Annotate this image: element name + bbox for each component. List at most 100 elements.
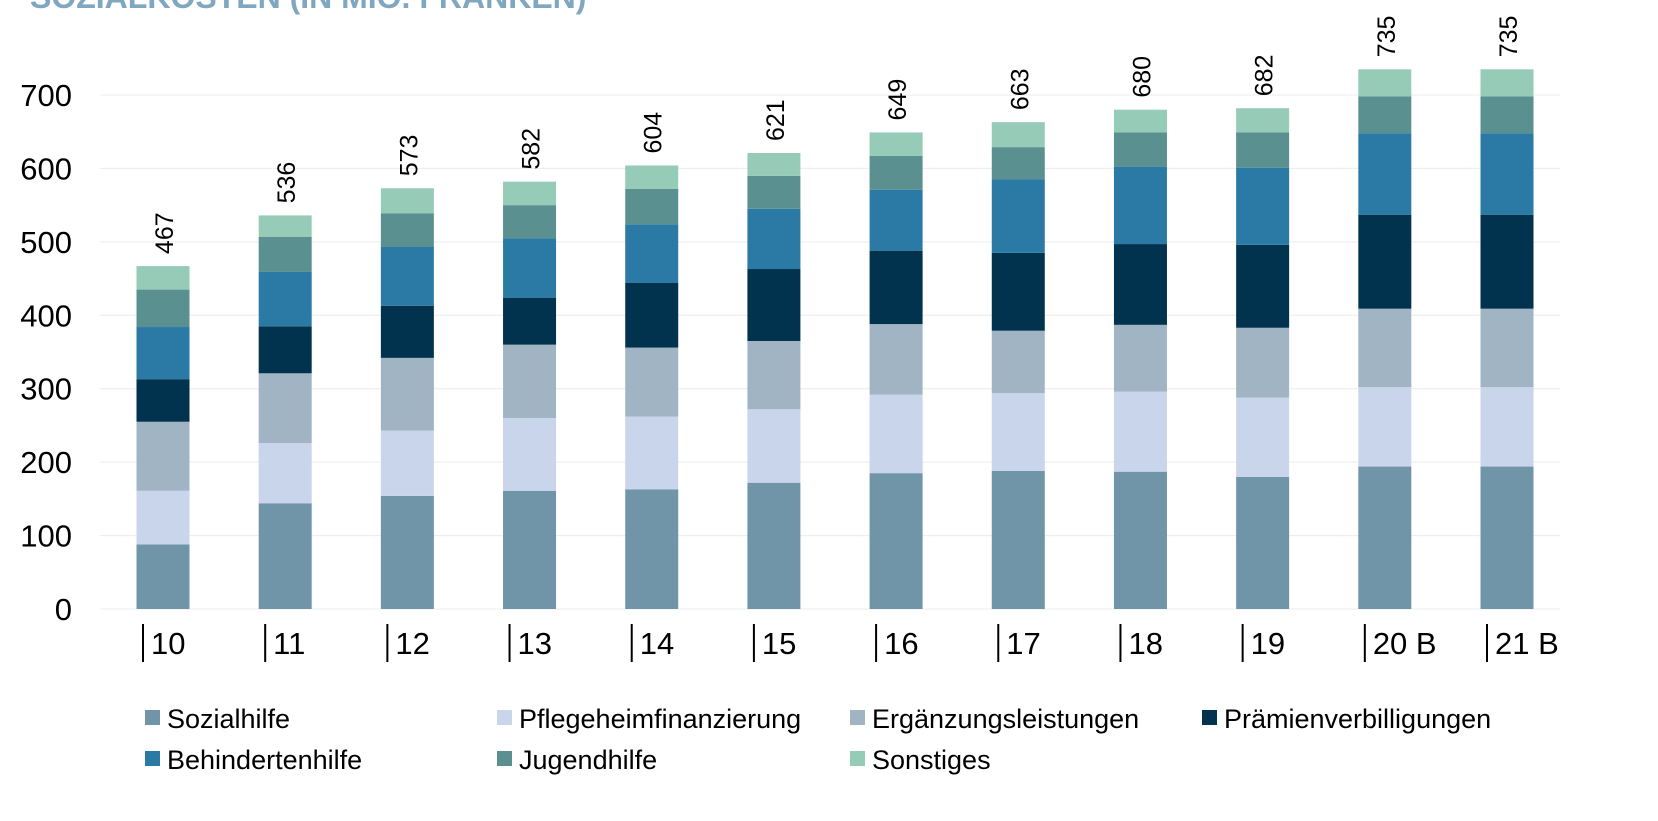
bar-segment bbox=[258, 443, 312, 504]
bar-segment bbox=[503, 490, 557, 609]
x-tick-label: 17 bbox=[1006, 626, 1040, 661]
bar-segment bbox=[869, 189, 923, 251]
x-tick-label: 14 bbox=[640, 626, 674, 661]
y-tick-label: 400 bbox=[20, 298, 72, 333]
bar-segment bbox=[1480, 133, 1534, 215]
legend-swatch bbox=[850, 710, 865, 725]
bar-segment bbox=[503, 181, 557, 206]
bar-segment bbox=[1236, 167, 1290, 245]
legend-label: Jugendhilfe bbox=[519, 745, 657, 775]
bar-segment bbox=[1358, 387, 1412, 467]
bar-segment bbox=[1480, 308, 1534, 388]
y-tick-label: 100 bbox=[20, 519, 72, 554]
bar-segment bbox=[991, 252, 1045, 331]
bar-segment bbox=[1236, 327, 1290, 398]
bar-segment bbox=[869, 394, 923, 474]
bar-segment bbox=[503, 418, 557, 491]
bar-segment bbox=[869, 250, 923, 325]
bar-segment bbox=[258, 271, 312, 327]
total-label: 735 bbox=[1373, 16, 1401, 58]
bar-segment bbox=[380, 213, 434, 247]
bar-segment bbox=[991, 179, 1045, 253]
bar-segment bbox=[503, 205, 557, 239]
bar-segment bbox=[503, 238, 557, 298]
legend-swatch bbox=[145, 710, 160, 725]
bar-segment bbox=[1358, 69, 1412, 97]
bar-segment bbox=[380, 305, 434, 358]
x-tick-label: 15 bbox=[762, 626, 796, 661]
legend-swatch bbox=[850, 751, 865, 766]
bar-segment bbox=[1480, 69, 1534, 97]
y-tick-label: 600 bbox=[20, 151, 72, 186]
bar-segment bbox=[1480, 387, 1534, 467]
bar-segment bbox=[747, 409, 801, 483]
total-label: 604 bbox=[640, 112, 668, 154]
bar-segment bbox=[258, 215, 312, 237]
bar-segment bbox=[747, 153, 801, 176]
total-label: 467 bbox=[151, 212, 179, 254]
bar-segment bbox=[869, 155, 923, 190]
bar-segment bbox=[747, 208, 801, 270]
bar-segment bbox=[625, 416, 679, 490]
legend-label: Behindertenhilfe bbox=[167, 745, 362, 775]
bar-segment bbox=[380, 495, 434, 609]
x-tick-label: 19 bbox=[1251, 626, 1285, 661]
bar-segment bbox=[1113, 132, 1167, 167]
bar-segment bbox=[1113, 244, 1167, 325]
bar-segment bbox=[747, 482, 801, 609]
bar-segment bbox=[136, 266, 190, 290]
bar-segment bbox=[625, 489, 679, 609]
bar-segment bbox=[1236, 397, 1290, 477]
legend-label: Prämienverbilligungen bbox=[1224, 704, 1491, 734]
bar-segment bbox=[1113, 324, 1167, 392]
bar-segment bbox=[136, 490, 190, 545]
total-label: 663 bbox=[1006, 68, 1034, 110]
total-label: 682 bbox=[1251, 54, 1279, 96]
bar-segment bbox=[136, 421, 190, 491]
bar-segment bbox=[1236, 108, 1290, 133]
bar-segment bbox=[1358, 133, 1412, 215]
bar-segment bbox=[1480, 214, 1534, 309]
bar-segment bbox=[991, 470, 1045, 609]
y-tick-label: 0 bbox=[55, 592, 72, 627]
bar-segment bbox=[869, 473, 923, 609]
bar-segment bbox=[380, 357, 434, 431]
bar-segment bbox=[991, 393, 1045, 471]
legend-label: Pflegeheimfinanzierung bbox=[519, 704, 801, 734]
y-tick-label: 700 bbox=[20, 78, 72, 113]
bar-segment bbox=[1113, 391, 1167, 472]
bar-segment bbox=[258, 236, 312, 272]
legend-label: Sonstiges bbox=[872, 745, 991, 775]
bar-segment bbox=[1236, 244, 1290, 328]
legend-swatch bbox=[145, 751, 160, 766]
legend-label: Ergänzungsleistungen bbox=[872, 704, 1139, 734]
bar-segment bbox=[747, 175, 801, 209]
x-tick-label: 12 bbox=[395, 626, 429, 661]
bar-segment bbox=[1236, 476, 1290, 609]
total-label: 621 bbox=[762, 99, 790, 141]
total-label: 735 bbox=[1495, 16, 1523, 58]
total-label: 573 bbox=[395, 135, 423, 177]
x-tick-label: 11 bbox=[273, 626, 305, 661]
legend-swatch bbox=[497, 751, 512, 766]
total-label: 649 bbox=[884, 79, 912, 121]
bar-segment bbox=[380, 188, 434, 214]
bar-segment bbox=[1358, 214, 1412, 309]
bar-segment bbox=[258, 373, 312, 444]
bar-segment bbox=[258, 503, 312, 609]
total-label: 582 bbox=[518, 128, 546, 170]
bar-segment bbox=[747, 269, 801, 341]
x-tick-label: 16 bbox=[884, 626, 918, 661]
bar-segment bbox=[1480, 96, 1534, 134]
bar-segment bbox=[1358, 308, 1412, 388]
total-label: 680 bbox=[1128, 56, 1156, 98]
bar-segment bbox=[991, 122, 1045, 148]
chart-title: SOZIALKOSTEN (IN MIO. FRANKEN) bbox=[30, 0, 586, 15]
y-tick-label: 300 bbox=[20, 372, 72, 407]
bar-segment bbox=[747, 340, 801, 410]
total-label: 536 bbox=[273, 162, 301, 204]
bar-segment bbox=[625, 282, 679, 348]
bar-segment bbox=[136, 379, 190, 422]
bar-segment bbox=[625, 188, 679, 225]
